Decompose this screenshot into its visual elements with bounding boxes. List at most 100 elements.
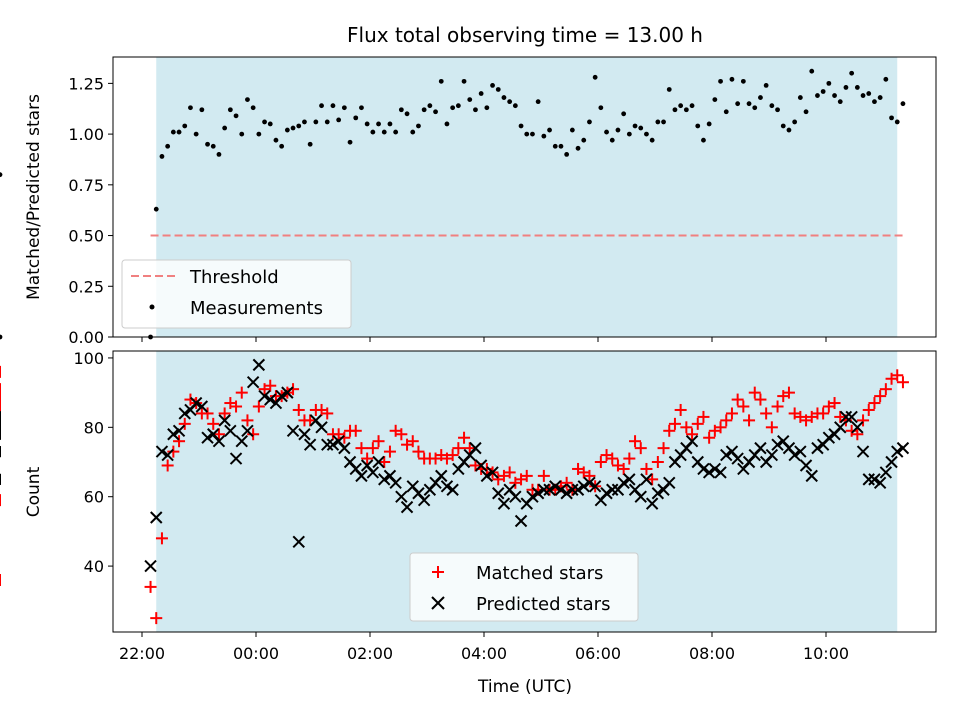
predicted-star-point bbox=[201, 431, 214, 444]
matched-star-point bbox=[686, 428, 699, 441]
matched-star-point bbox=[235, 386, 248, 399]
predicted-star-point bbox=[856, 445, 870, 458]
predicted-star-point bbox=[474, 459, 488, 472]
measurement-point bbox=[398, 107, 404, 113]
predicted-star-point bbox=[645, 497, 659, 510]
measurement-point bbox=[188, 105, 193, 111]
predicted-star-point bbox=[634, 490, 647, 503]
matched-star-point bbox=[623, 452, 636, 465]
predicted-star-point bbox=[531, 487, 545, 500]
matched-star-point bbox=[155, 532, 168, 545]
measurement-point bbox=[626, 131, 632, 137]
predicted-star-point bbox=[805, 469, 818, 483]
matched-star-point bbox=[731, 393, 744, 406]
x-tick-label: 08:00 bbox=[689, 644, 735, 663]
matched-star-point bbox=[668, 417, 681, 430]
measurement-point bbox=[792, 119, 798, 125]
predicted-star-point bbox=[566, 483, 579, 496]
top-axes-frame bbox=[112, 56, 937, 338]
bottom-y-tick-label: 60 bbox=[84, 488, 104, 507]
matched-star-point bbox=[264, 379, 277, 392]
matched-star-point bbox=[230, 400, 243, 413]
predicted-star-point bbox=[583, 476, 596, 490]
measurement-point bbox=[250, 105, 256, 111]
predicted-star-point bbox=[326, 438, 340, 451]
predicted-star-point bbox=[338, 441, 351, 455]
predicted-star-point bbox=[144, 559, 157, 573]
matched-star-point bbox=[355, 442, 368, 455]
measurement-point bbox=[227, 107, 233, 113]
measurement-point bbox=[478, 91, 484, 96]
predicted-star-point bbox=[286, 424, 300, 437]
predicted-star-point bbox=[372, 455, 385, 469]
measurement-point bbox=[649, 137, 655, 143]
measurement-point bbox=[341, 105, 347, 111]
measurement-point bbox=[575, 145, 581, 151]
measurement-point bbox=[284, 127, 290, 133]
matched-star-point bbox=[287, 383, 300, 396]
measurement-point bbox=[752, 105, 758, 111]
predicted-star-point bbox=[560, 487, 573, 500]
measurement-point bbox=[222, 125, 228, 131]
measurement-point bbox=[854, 85, 860, 90]
measurement-point bbox=[712, 97, 718, 103]
measurement-point bbox=[581, 137, 587, 143]
predicted-star-point bbox=[315, 421, 328, 434]
measurement-point bbox=[820, 89, 826, 94]
measurement-point bbox=[0, 172, 3, 178]
matched-star-point bbox=[173, 435, 186, 448]
legend-measurements-swatch bbox=[149, 304, 155, 310]
bottom-legend-box bbox=[409, 552, 639, 622]
top-y-tick-label: 0.75 bbox=[68, 176, 104, 195]
measurement-point bbox=[484, 105, 490, 111]
measurement-point bbox=[376, 121, 381, 127]
matched-star-point bbox=[737, 400, 750, 413]
top-marks bbox=[0, 68, 906, 340]
measurement-point bbox=[336, 117, 342, 123]
matched-star-point bbox=[212, 428, 225, 441]
measurement-point bbox=[296, 123, 302, 129]
matched-star-point bbox=[167, 445, 180, 458]
measurement-point bbox=[182, 123, 188, 129]
matched-star-point bbox=[725, 407, 738, 420]
predicted-star-point bbox=[811, 441, 824, 455]
measurement-point bbox=[621, 111, 627, 117]
predicted-star-point bbox=[571, 483, 585, 496]
matched-star-point bbox=[520, 469, 533, 482]
matched-star-point bbox=[395, 428, 408, 441]
predicted-star-point bbox=[822, 431, 836, 444]
matched-star-point bbox=[560, 476, 573, 489]
matched-star-point bbox=[748, 386, 761, 399]
top-y-tick-label: 1.00 bbox=[68, 125, 104, 144]
measurement-point bbox=[444, 121, 450, 127]
measurement-point bbox=[501, 95, 507, 100]
matched-star-point bbox=[851, 428, 864, 441]
measurement-point bbox=[837, 99, 843, 105]
predicted-star-point bbox=[281, 386, 294, 399]
matched-star-point bbox=[503, 466, 516, 479]
bottom-y-ticks: 40 60 80 100 bbox=[73, 349, 113, 576]
measurement-point bbox=[889, 115, 894, 121]
predicted-star-point bbox=[834, 421, 847, 434]
predicted-star-point bbox=[509, 490, 522, 503]
predicted-star-point bbox=[714, 466, 727, 479]
measurement-point bbox=[512, 103, 518, 109]
measurement-point bbox=[609, 137, 615, 143]
measurement-point bbox=[832, 93, 837, 98]
measurement-point bbox=[786, 127, 792, 133]
matched-star-point bbox=[452, 442, 465, 455]
measurement-point bbox=[775, 107, 780, 113]
measurement-point bbox=[689, 103, 695, 109]
predicted-star-point bbox=[252, 358, 266, 372]
measurement-point bbox=[638, 125, 644, 131]
measurement-point bbox=[370, 129, 376, 135]
matched-star-point bbox=[292, 403, 305, 416]
matched-star-point bbox=[663, 424, 676, 437]
measurement-point bbox=[507, 99, 513, 105]
predicted-star-point bbox=[771, 438, 784, 451]
predicted-star-point bbox=[537, 483, 551, 496]
matched-star-point bbox=[891, 369, 904, 382]
measurement-point bbox=[273, 137, 279, 143]
predicted-star-point bbox=[224, 424, 237, 437]
predicted-star-point bbox=[697, 462, 710, 476]
